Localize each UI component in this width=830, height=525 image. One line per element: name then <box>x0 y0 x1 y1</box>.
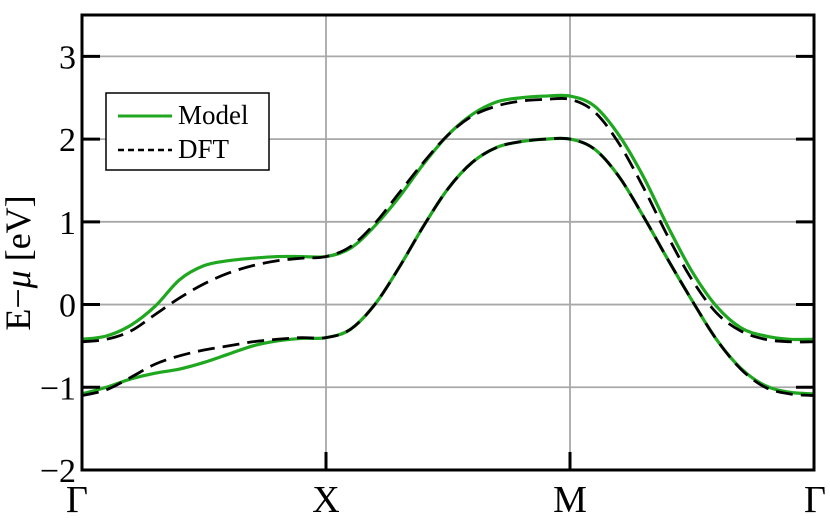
y-tick-label: 1 <box>59 205 76 242</box>
series-model-lower-band <box>81 136 815 396</box>
x-tick-label: Γ <box>804 479 826 521</box>
y-tick-label: 3 <box>59 39 76 76</box>
grid-lines <box>82 15 814 470</box>
y-axis-label-mu: μ <box>0 270 38 289</box>
y-tick-label: −2 <box>40 453 76 490</box>
legend: Model DFT <box>105 92 270 171</box>
y-tick-label: 2 <box>59 122 76 159</box>
x-tick-label: Γ <box>66 479 88 521</box>
x-tick-label: M <box>553 479 587 521</box>
y-axis-label-unit: [eV] <box>0 195 38 270</box>
x-tick-label: X <box>312 479 339 521</box>
y-axis-label: E−μ [eV] <box>0 195 38 330</box>
y-tick-label: 0 <box>59 288 76 325</box>
legend-box <box>105 92 270 171</box>
y-tick-label: −1 <box>40 370 76 407</box>
legend-label-dft: DFT <box>178 134 230 164</box>
series-dft-upper-band <box>81 97 815 344</box>
series-dft-lower-band <box>81 136 815 397</box>
y-axis-ticks: −2 −1 0 1 2 3 <box>40 39 814 490</box>
y-axis-label-main: E− <box>0 288 38 330</box>
band-curves <box>81 93 815 397</box>
legend-label-model: Model <box>178 100 249 130</box>
plot-frame <box>80 13 816 472</box>
